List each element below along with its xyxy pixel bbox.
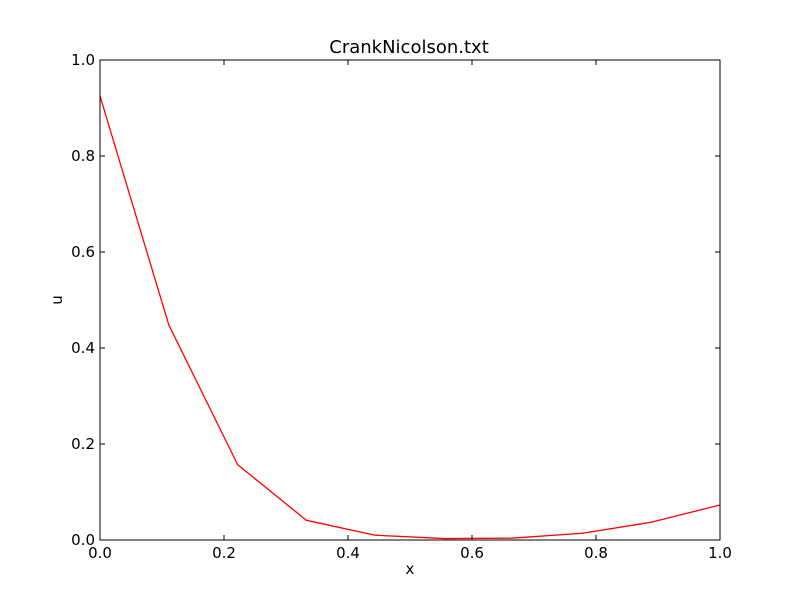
x-tick-label: 0.4 [336, 544, 360, 562]
y-tick-label: 0.4 [71, 339, 95, 357]
x-tick-label: 0.2 [212, 544, 236, 562]
y-tick-label: 0.2 [71, 435, 95, 453]
series-layer [99, 95, 721, 540]
x-tick-label: 0.8 [584, 544, 608, 562]
plot-frame [99, 59, 721, 541]
x-tick-label: 0.0 [88, 544, 112, 562]
y-tick-label: 0.8 [71, 147, 95, 165]
x-tick-label: 1.0 [708, 544, 732, 562]
x-tick-label: 0.6 [460, 544, 484, 562]
x-axis-label: x [406, 560, 415, 578]
y-tick-label: 1.0 [71, 51, 95, 69]
y-axis-label: u [48, 295, 66, 305]
y-tick-label: 0.0 [71, 531, 95, 549]
series-line [99, 95, 721, 540]
y-tick-label: 0.6 [71, 243, 95, 261]
ticks-layer: 0.0 0.2 0.4 0.6 0.8 1.0 0.0 0.2 0.4 0.6 0.8 1.0 [71, 51, 732, 562]
chart-title: CrankNicolson.txt [329, 37, 489, 58]
